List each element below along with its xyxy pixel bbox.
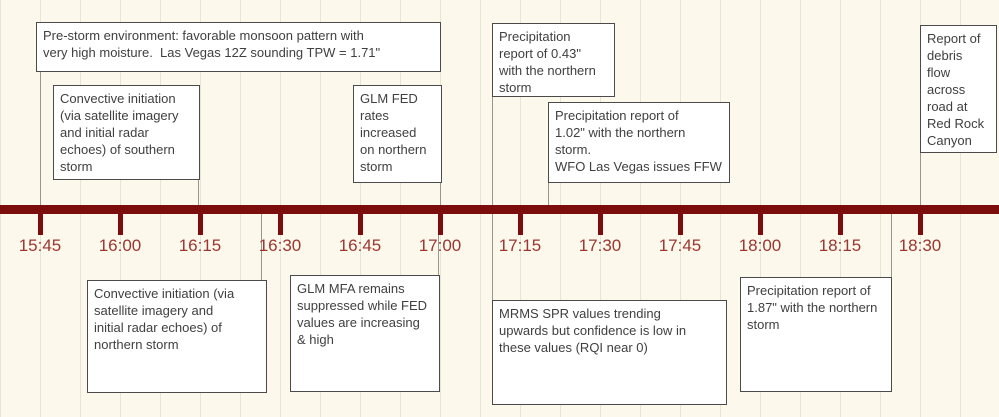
event-box-convective-initiation-southern: Convective initiation (via satellite ima… — [53, 85, 200, 180]
tick-label-1630: 16:30 — [258, 236, 302, 255]
leader-line-debris-flow — [920, 153, 921, 205]
leader-line-glm-mfa — [438, 214, 439, 275]
tick-mark-1600 — [118, 213, 123, 235]
event-box-pre-storm-environment: Pre-storm environment: favorable monsoon… — [36, 22, 441, 72]
leader-line-pre-storm — [40, 72, 41, 205]
leader-line-convective-southern — [198, 180, 199, 205]
tick-mark-1800 — [758, 213, 763, 235]
leader-line-precip-102 — [548, 183, 549, 205]
tick-label-1700: 17:00 — [418, 236, 462, 255]
timeline-axis-bar — [0, 205, 999, 214]
leader-line-mrms-spr — [492, 214, 493, 300]
tick-mark-1715 — [518, 213, 523, 235]
tick-label-1815: 18:15 — [818, 236, 862, 255]
event-box-precip-report-043: Precipitation report of 0.43" with the n… — [492, 23, 615, 97]
tick-label-1600: 16:00 — [98, 236, 142, 255]
event-box-convective-initiation-northern: Convective initiation (via satellite ima… — [87, 280, 267, 393]
tick-mark-1830 — [918, 213, 923, 235]
tick-label-1830: 18:30 — [898, 236, 942, 255]
tick-mark-1700 — [438, 213, 443, 235]
tick-label-1645: 16:45 — [338, 236, 382, 255]
tick-mark-1630 — [278, 213, 283, 235]
tick-label-1745: 17:45 — [658, 236, 702, 255]
tick-mark-1815 — [838, 213, 843, 235]
leader-line-precip-043 — [492, 97, 493, 205]
leader-line-glm-fed — [440, 183, 441, 205]
leader-line-convective-northern — [261, 214, 262, 280]
leader-line-precip-187 — [891, 214, 892, 277]
tick-label-1730: 17:30 — [578, 236, 622, 255]
tick-label-1800: 18:00 — [738, 236, 782, 255]
event-box-precip-report-187: Precipitation report of 1.87" with the n… — [740, 277, 892, 392]
event-box-mrms-spr-trending: MRMS SPR values trending upwards but con… — [492, 300, 727, 405]
event-box-glm-fed-increase: GLM FED rates increased on northern stor… — [353, 85, 442, 183]
event-box-debris-flow-report: Report of debris flow across road at Red… — [920, 25, 997, 153]
tick-mark-1645 — [358, 213, 363, 235]
tick-mark-1730 — [598, 213, 603, 235]
event-box-glm-mfa-suppressed: GLM MFA remains suppressed while FED val… — [290, 275, 440, 392]
tick-mark-1745 — [678, 213, 683, 235]
tick-label-1545: 15:45 — [18, 236, 62, 255]
tick-mark-1545 — [38, 213, 43, 235]
tick-label-1615: 16:15 — [178, 236, 222, 255]
event-box-precip-report-102: Precipitation report of 1.02" with the n… — [548, 102, 730, 183]
tick-label-1715: 17:15 — [498, 236, 542, 255]
tick-mark-1615 — [198, 213, 203, 235]
